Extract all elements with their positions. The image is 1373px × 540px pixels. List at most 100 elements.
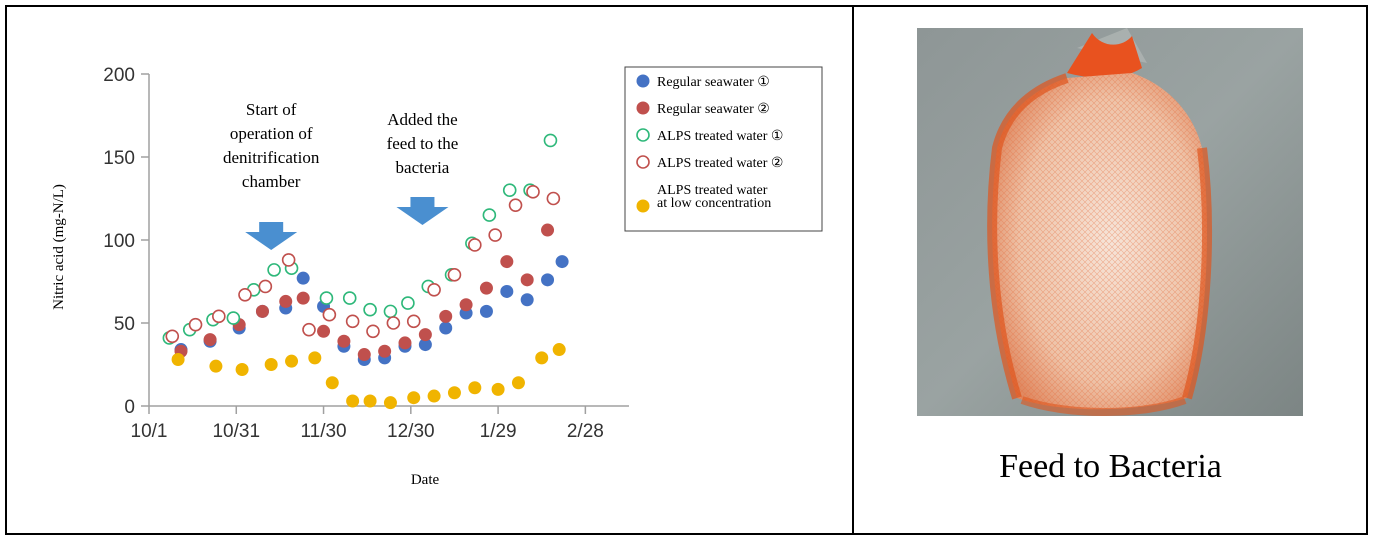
chart-axes: 0 50 100 150 200 10/1 10/31 11/30 12/30 1/29 2/28 D… <box>51 65 629 488</box>
legend-label: Regular seawater ② <box>657 102 770 117</box>
legend-marker <box>636 74 650 88</box>
data-point <box>520 293 534 307</box>
legend-marker <box>636 199 650 213</box>
data-point <box>479 281 493 295</box>
data-point <box>308 351 322 365</box>
photo-caption: Feed to Bacteria <box>999 448 1222 485</box>
annotation-label: Start of operation of denitrification chamb… <box>223 100 320 191</box>
data-point <box>502 183 517 197</box>
data-point <box>418 338 432 352</box>
x-axis-title: Date <box>411 472 440 488</box>
annotation-label: Added the feed to the bacteria <box>387 110 459 177</box>
data-point <box>500 284 514 298</box>
annotation-arrow <box>396 197 449 225</box>
series-5 <box>171 343 566 410</box>
data-point <box>439 309 453 323</box>
chart-annotations: Start of operation of denitrification chamb… <box>223 100 458 250</box>
data-point <box>279 294 293 308</box>
data-point <box>468 381 482 395</box>
data-point <box>325 376 339 390</box>
data-point <box>468 238 482 252</box>
legend-marker <box>636 101 650 115</box>
data-point <box>264 358 278 371</box>
data-point <box>357 348 371 362</box>
data-point <box>188 317 203 332</box>
data-point <box>317 324 331 338</box>
data-point <box>555 255 569 269</box>
data-point <box>203 333 217 347</box>
data-point <box>212 309 226 324</box>
data-point <box>552 343 566 357</box>
data-point <box>378 344 392 358</box>
data-point <box>281 253 296 267</box>
chart-legend: Regular seawater ① Regular seawater ② ALPS… <box>624 66 823 232</box>
data-point <box>238 287 252 302</box>
data-point <box>479 304 493 318</box>
data-point <box>535 351 549 365</box>
data-point <box>508 198 523 212</box>
data-point <box>500 255 514 269</box>
chart-marks <box>162 133 569 410</box>
data-point <box>447 268 462 282</box>
data-point <box>319 291 334 305</box>
data-point <box>386 316 401 330</box>
data-point <box>345 314 360 329</box>
x-tick-label: 10/31 <box>212 421 260 442</box>
data-point <box>401 296 415 310</box>
data-point <box>366 324 380 339</box>
x-tick-label: 12/30 <box>387 421 435 442</box>
legend-marker <box>636 128 650 142</box>
panel-divider <box>852 5 854 535</box>
data-point <box>406 314 421 329</box>
y-tick-label: 0 <box>124 397 135 418</box>
series-4 <box>165 185 561 344</box>
data-point <box>418 328 432 342</box>
data-point <box>337 334 351 348</box>
data-point <box>258 279 273 294</box>
figure-frame <box>5 5 1368 535</box>
y-axis-title: Nitric acid (mg-N/L) <box>51 184 67 310</box>
x-tick-label: 2/28 <box>567 421 604 442</box>
data-point <box>383 304 398 319</box>
data-point <box>407 391 421 405</box>
data-point <box>427 389 441 403</box>
data-point <box>526 185 540 199</box>
x-tick-label: 10/1 <box>131 421 168 442</box>
nitric-acid-chart: 0 50 100 150 200 10/1 10/31 11/30 12/30 1/29 2/28 D… <box>51 65 823 488</box>
feed-bag-photo <box>917 28 1303 416</box>
data-point <box>398 336 412 350</box>
data-point <box>255 304 269 318</box>
data-point <box>171 353 185 367</box>
annotation-arrow <box>245 222 298 250</box>
data-point <box>427 282 441 297</box>
data-point <box>511 376 525 390</box>
data-point <box>383 396 397 410</box>
data-point <box>541 273 555 287</box>
data-point <box>541 223 555 237</box>
y-tick-label: 50 <box>114 314 135 335</box>
data-point <box>447 386 461 400</box>
y-tick-label: 100 <box>103 231 135 252</box>
data-point <box>165 329 180 344</box>
y-tick-label: 150 <box>103 148 135 169</box>
data-point <box>226 311 241 325</box>
data-point <box>296 291 310 305</box>
legend-label: ALPS treated water ② <box>657 156 783 171</box>
data-point <box>346 394 360 408</box>
data-point <box>302 322 316 337</box>
data-point <box>267 263 281 277</box>
data-point <box>235 362 249 376</box>
legend-label: Regular seawater ① <box>657 75 770 90</box>
y-tick-label: 200 <box>103 65 135 86</box>
data-point <box>439 321 453 335</box>
data-point <box>488 228 502 242</box>
legend-box <box>624 66 823 232</box>
series-2 <box>174 223 555 362</box>
data-point <box>482 208 497 222</box>
data-point <box>285 354 299 368</box>
data-point <box>209 359 223 373</box>
data-point <box>491 382 505 396</box>
data-point <box>546 191 561 206</box>
data-point <box>543 133 558 148</box>
x-tick-label: 11/30 <box>300 421 346 442</box>
